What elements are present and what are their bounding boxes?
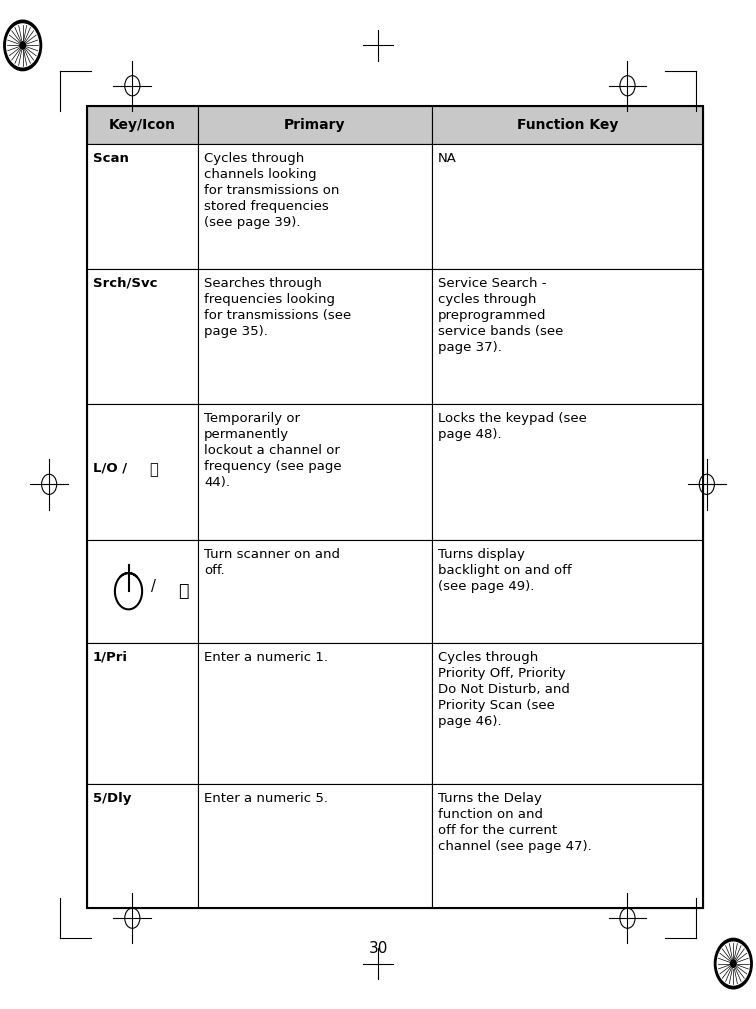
Bar	[198, 405, 432, 540]
Bar	[432, 106, 703, 144]
Bar	[87, 106, 198, 144]
Text: 30: 30	[368, 941, 388, 956]
Text: Enter a numeric 1.: Enter a numeric 1.	[204, 651, 328, 664]
Bar	[198, 106, 432, 144]
Bar	[198, 144, 432, 268]
Text: Locks the keypad (see
page 48).: Locks the keypad (see page 48).	[438, 413, 587, 441]
Bar	[432, 405, 703, 540]
Bar	[432, 268, 703, 405]
Text: Cycles through
channels looking
for transmissions on
stored frequencies
(see pag: Cycles through channels looking for tran…	[204, 152, 339, 229]
Bar	[432, 144, 703, 268]
Text: 1/Pri: 1/Pri	[93, 651, 128, 664]
Bar	[432, 643, 703, 784]
Bar	[87, 643, 198, 784]
Bar	[198, 268, 432, 405]
Circle shape	[4, 20, 42, 71]
Bar	[198, 784, 432, 908]
Text: Srch/Svc: Srch/Svc	[93, 276, 157, 290]
Bar	[198, 643, 432, 784]
Bar	[87, 268, 198, 405]
Circle shape	[7, 24, 39, 67]
Text: L/O /: L/O /	[93, 462, 132, 475]
Text: NA: NA	[438, 152, 457, 165]
Bar	[87, 405, 198, 540]
Bar	[432, 540, 703, 643]
Text: Function Key: Function Key	[517, 118, 618, 132]
Text: 5/Dly: 5/Dly	[93, 792, 132, 804]
Bar	[87, 540, 198, 643]
Text: Turns the Delay
function on and
off for the current
channel (see page 47).: Turns the Delay function on and off for …	[438, 792, 592, 853]
Text: Enter a numeric 5.: Enter a numeric 5.	[204, 792, 328, 804]
Text: Primary: Primary	[284, 118, 345, 132]
Circle shape	[717, 942, 749, 985]
Text: 🔒: 🔒	[150, 462, 159, 477]
Text: Searches through
frequencies looking
for transmissions (see
page 35).: Searches through frequencies looking for…	[204, 276, 351, 338]
Text: Key/Icon: Key/Icon	[109, 118, 176, 132]
Text: Temporarily or
permanently
lockout a channel or
frequency (see page
44).: Temporarily or permanently lockout a cha…	[204, 413, 342, 489]
Text: Service Search -
cycles through
preprogrammed
service bands (see
page 37).: Service Search - cycles through preprogr…	[438, 276, 563, 354]
Text: Cycles through
Priority Off, Priority
Do Not Disturb, and
Priority Scan (see
pag: Cycles through Priority Off, Priority Do…	[438, 651, 570, 727]
Circle shape	[730, 960, 736, 968]
Bar	[87, 784, 198, 908]
Bar	[432, 784, 703, 908]
Bar	[87, 106, 703, 908]
Bar	[198, 540, 432, 643]
Circle shape	[20, 41, 26, 49]
Text: /: /	[151, 578, 156, 593]
Text: 💡: 💡	[178, 582, 189, 600]
Bar	[87, 144, 198, 268]
Text: Turn scanner on and
off.: Turn scanner on and off.	[204, 548, 340, 577]
Text: Turns display
backlight on and off
(see page 49).: Turns display backlight on and off (see …	[438, 548, 572, 593]
Circle shape	[714, 938, 752, 989]
Text: Scan: Scan	[93, 152, 129, 165]
